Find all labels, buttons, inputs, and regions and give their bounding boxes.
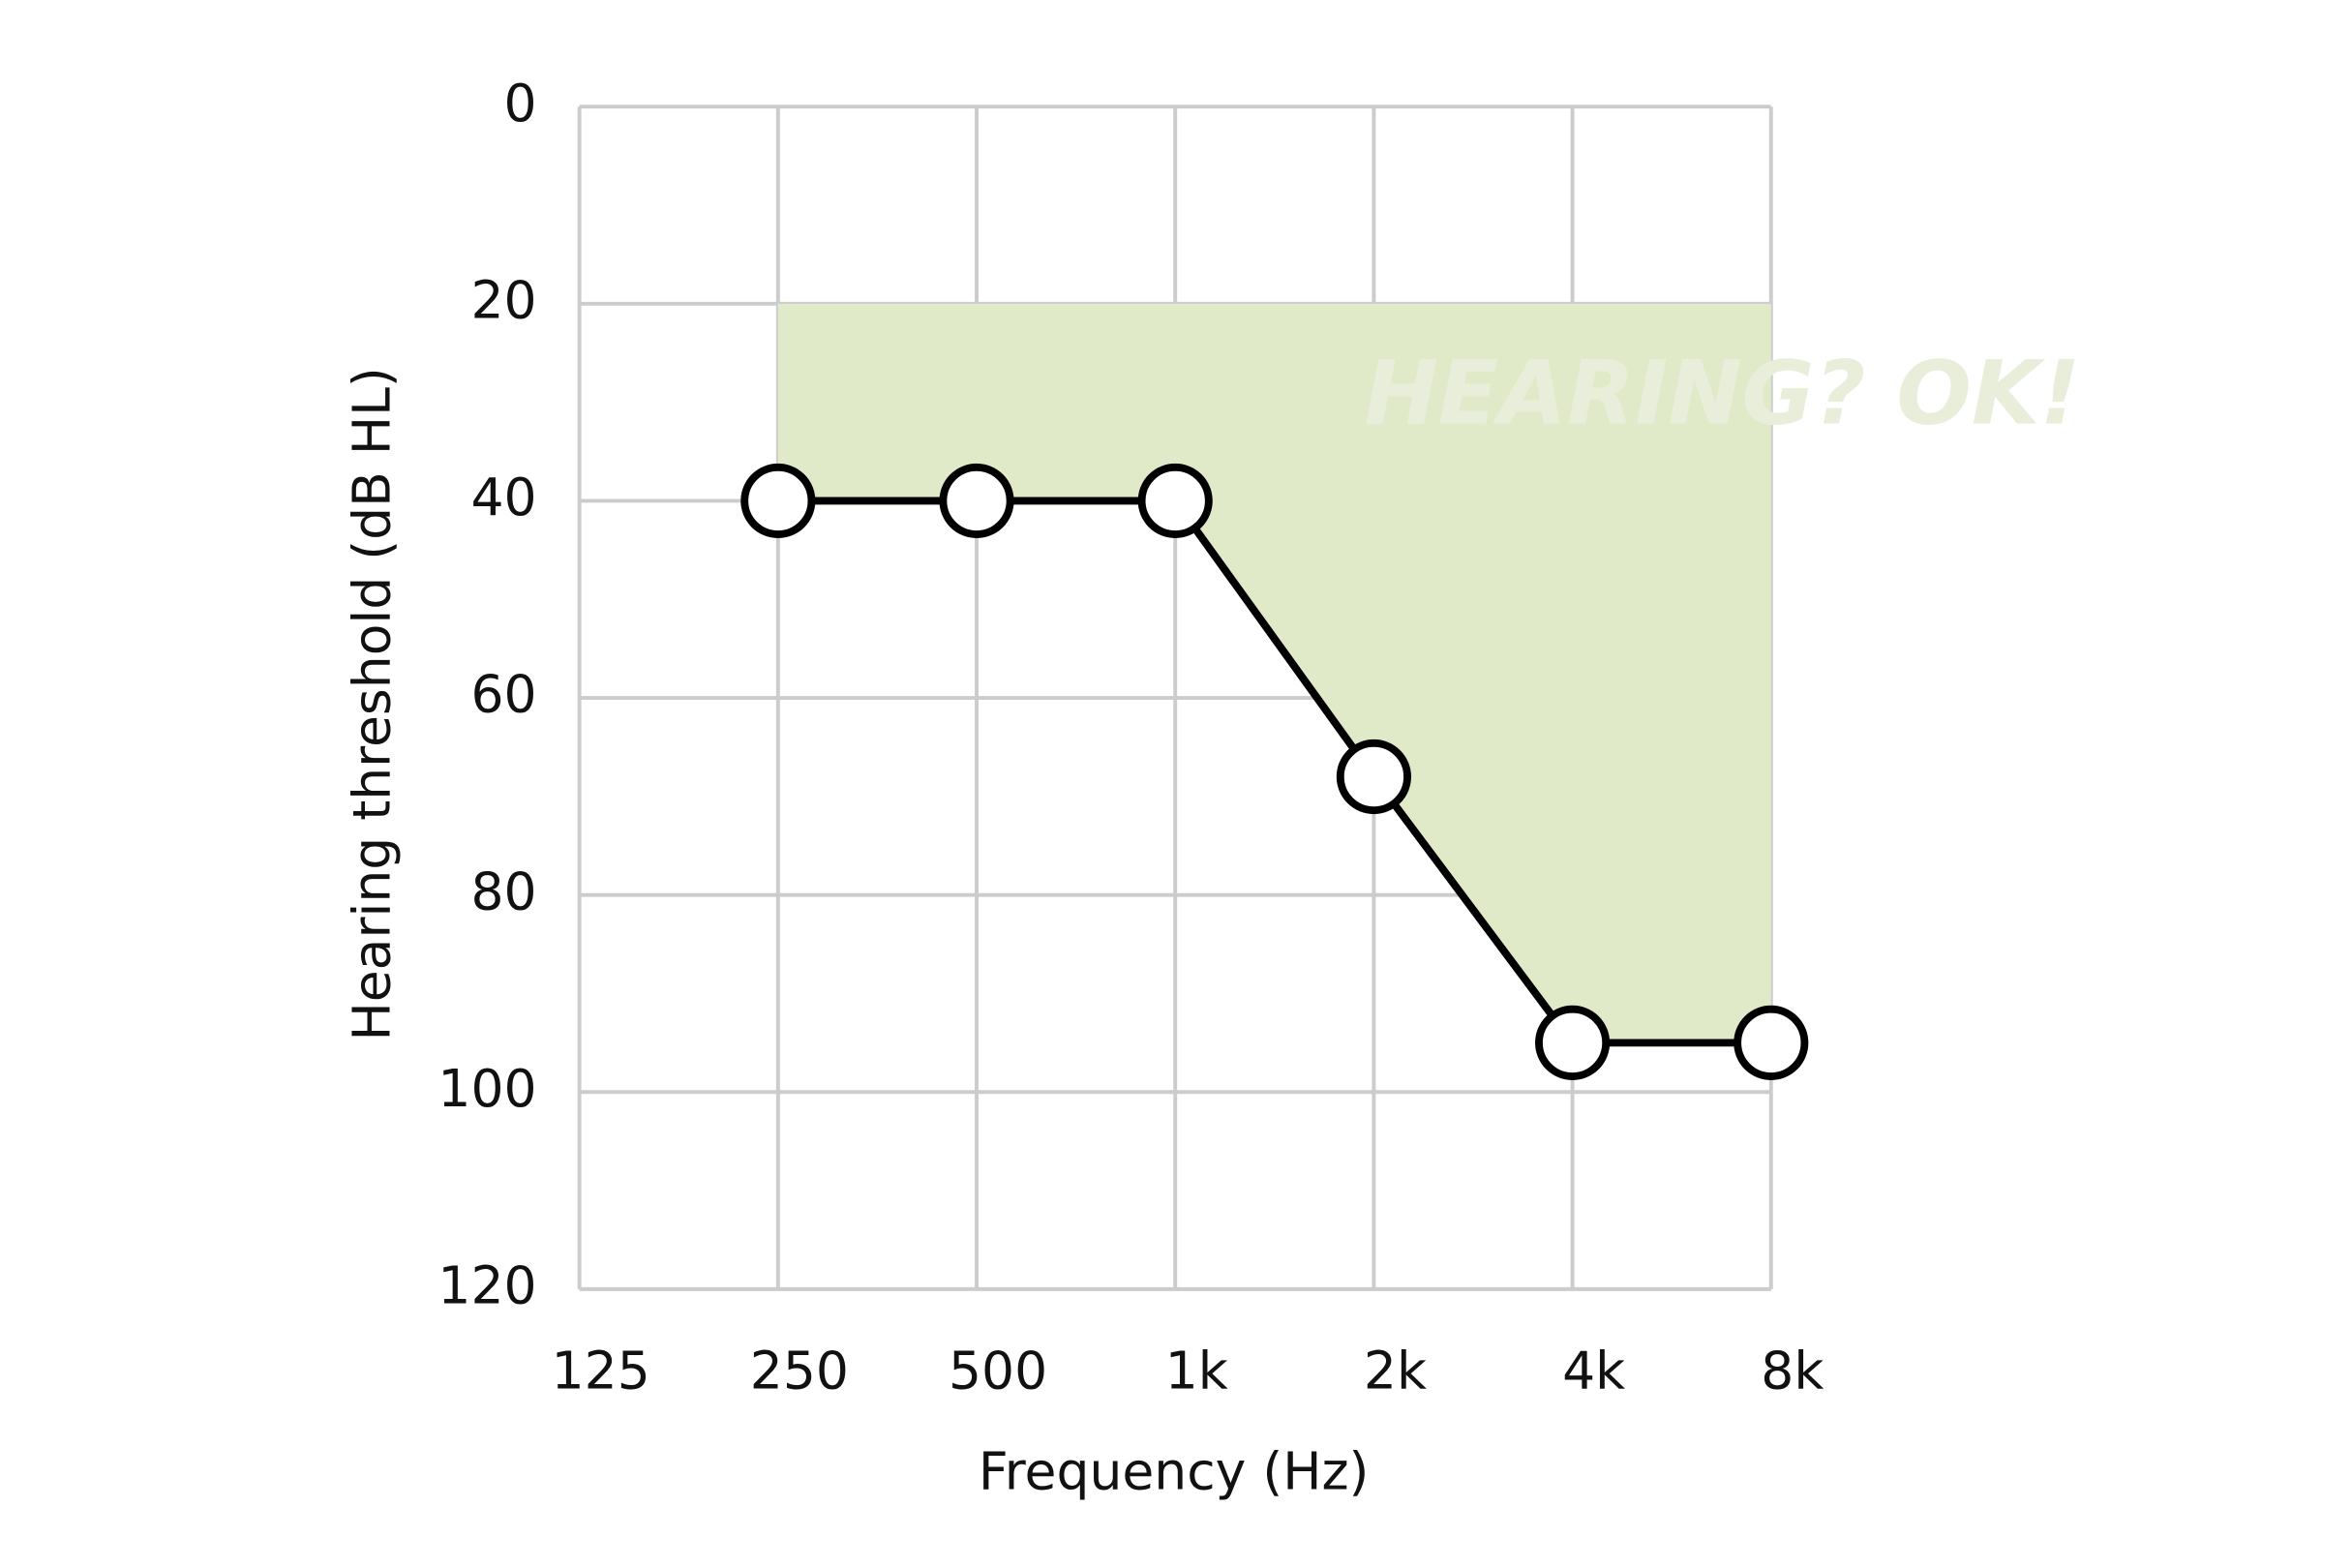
x-tick-label: 500	[949, 1341, 1047, 1402]
data-point	[1535, 1005, 1611, 1080]
x-tick-label: 2k	[1364, 1341, 1427, 1402]
y-tick-label: 60	[470, 664, 536, 725]
x-tick-label: 250	[750, 1341, 849, 1402]
data-point	[1336, 739, 1411, 815]
y-tick-label: 100	[437, 1058, 536, 1119]
x-tick-label: 125	[552, 1341, 650, 1402]
data-point	[939, 463, 1014, 539]
x-tick-label: 8k	[1761, 1341, 1824, 1402]
shade-layer: HEARING? OK!	[777, 303, 2081, 1043]
watermark: HEARING? OK!	[1365, 341, 2081, 444]
data-point	[740, 463, 816, 539]
y-tick-label: 0	[504, 73, 537, 134]
y-tick-label: 20	[470, 269, 536, 330]
shaded-region	[777, 303, 1771, 1043]
x-tick-label: 4k	[1562, 1341, 1625, 1402]
y-tick-label: 120	[437, 1255, 536, 1316]
data-point	[1137, 463, 1213, 539]
data-point	[1734, 1005, 1809, 1080]
x-axis-label: Frequency (Hz)	[979, 1441, 1370, 1502]
y-tick-label: 80	[470, 860, 536, 921]
y-axis-label: Hearing threshold (dB HL)	[341, 367, 402, 1040]
y-tick-label: 40	[470, 467, 536, 528]
x-tick-label: 1k	[1165, 1341, 1228, 1402]
